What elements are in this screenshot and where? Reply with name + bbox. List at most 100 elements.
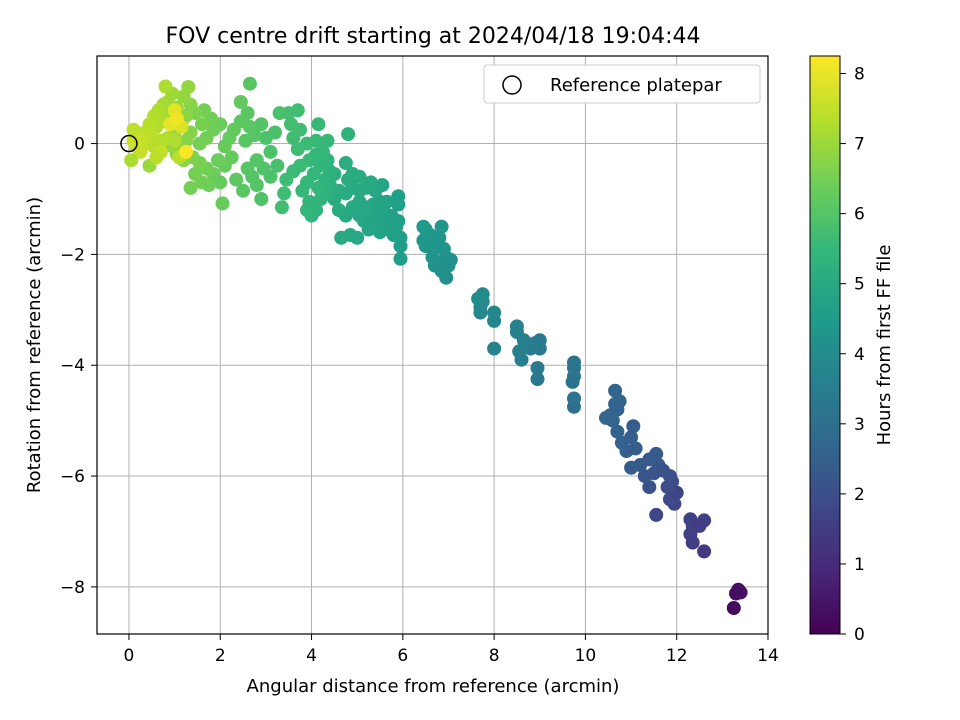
data-point — [624, 460, 639, 475]
data-point — [277, 186, 292, 201]
x-tick-label: 0 — [124, 646, 135, 666]
data-point — [242, 76, 257, 91]
data-point — [331, 203, 346, 218]
data-point — [649, 507, 664, 522]
data-point — [240, 106, 255, 121]
data-point — [133, 144, 148, 159]
legend-entry-reference-platepar: Reference platepar — [550, 75, 722, 96]
data-point — [192, 136, 207, 151]
data-point — [656, 463, 670, 478]
colorbar-label: Hours from first FF file — [874, 245, 895, 446]
data-point — [179, 144, 193, 159]
data-point — [341, 172, 356, 187]
data-point — [169, 111, 184, 126]
data-point — [270, 158, 285, 173]
data-point — [532, 333, 547, 348]
data-point — [149, 150, 164, 165]
data-point — [290, 103, 305, 118]
data-point — [249, 153, 264, 168]
data-point — [126, 122, 141, 137]
data-point — [660, 480, 675, 495]
x-tick-label: 4 — [306, 646, 317, 666]
data-point — [425, 250, 440, 265]
data-point — [375, 178, 390, 193]
plot-frame — [96, 55, 769, 635]
data-point — [692, 518, 707, 533]
data-point — [649, 446, 664, 461]
colorbar-tick-label: 2 — [854, 485, 865, 505]
data-point — [610, 424, 625, 439]
data-point — [341, 127, 356, 142]
plot-area — [97, 56, 768, 634]
data-point — [313, 192, 328, 206]
data-point — [311, 117, 326, 132]
data-point — [254, 192, 269, 206]
data-point — [167, 133, 182, 148]
x-tick-label: 12 — [666, 646, 688, 666]
data-point — [254, 117, 269, 132]
legend: Reference platepar — [483, 64, 761, 104]
data-point — [211, 153, 225, 168]
data-point — [338, 156, 353, 170]
data-point — [279, 172, 294, 187]
data-point — [249, 178, 264, 193]
data-point — [240, 161, 255, 176]
data-point — [608, 383, 623, 398]
data-point — [158, 79, 173, 94]
data-point — [608, 397, 623, 411]
x-axis-label: Angular distance from reference (arcmin) — [247, 676, 620, 697]
data-point — [124, 153, 139, 168]
data-point — [217, 139, 232, 154]
colorbar-ticks: 0 1 2 3 4 5 6 7 8 — [840, 65, 865, 645]
data-point — [363, 175, 378, 190]
data-point — [567, 391, 581, 406]
data-point — [320, 133, 335, 148]
data-point — [238, 133, 253, 148]
colorbar-tick-label: 8 — [854, 65, 865, 85]
data-point — [188, 167, 203, 181]
data-point — [233, 95, 248, 109]
data-point — [443, 252, 458, 267]
y-axis-label: Rotation from reference (arcmin) — [24, 197, 45, 493]
colorbar-tick-label: 7 — [854, 135, 865, 155]
data-point — [213, 175, 228, 190]
legend-box — [483, 64, 761, 104]
y-tick-label: −4 — [60, 356, 85, 376]
data-point — [487, 305, 502, 320]
data-point — [487, 341, 502, 356]
data-point — [391, 189, 406, 204]
data-point — [384, 208, 399, 223]
x-tick-label: 10 — [575, 646, 597, 666]
data-point — [290, 142, 305, 157]
data-points — [124, 76, 748, 615]
data-point — [729, 586, 743, 601]
y-tick-label: 0 — [74, 135, 85, 155]
colorbar-tick-label: 0 — [854, 625, 865, 645]
data-point — [258, 131, 273, 145]
x-tick-label: 14 — [757, 646, 779, 666]
data-point — [302, 194, 317, 209]
data-point — [274, 200, 289, 215]
data-point — [350, 230, 365, 245]
data-point — [215, 196, 230, 211]
data-point — [195, 117, 209, 132]
data-point — [475, 287, 490, 302]
data-point — [567, 355, 581, 370]
colorbar-tick-label: 6 — [854, 205, 865, 225]
x-tick-label: 6 — [397, 646, 408, 666]
legend-marker-icon — [502, 75, 522, 95]
x-tick-label: 8 — [489, 646, 500, 666]
data-point — [263, 144, 278, 159]
data-point — [726, 601, 741, 615]
x-tick-label: 2 — [215, 646, 226, 666]
data-point — [295, 183, 310, 198]
data-point — [530, 372, 545, 387]
colorbar: 0 1 2 3 4 5 6 7 8 Hours from first FF file — [809, 55, 895, 645]
chart-title: FOV centre drift starting at 2024/04/18 … — [166, 24, 701, 49]
data-point — [284, 117, 298, 132]
data-point — [229, 172, 244, 187]
y-axis-ticks: 0 −2 −4 −6 −8 — [60, 135, 97, 598]
data-point — [416, 219, 431, 234]
data-point — [183, 180, 198, 195]
